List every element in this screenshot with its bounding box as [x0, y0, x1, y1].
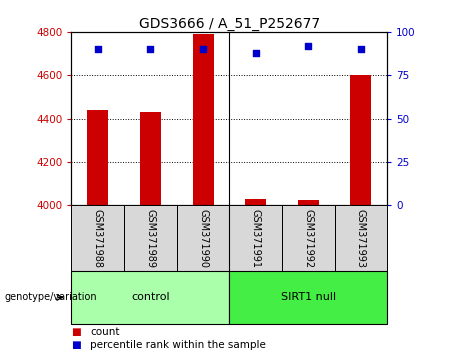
Point	[94, 46, 101, 52]
Bar	[335, 205, 387, 271]
Text: GSM371992: GSM371992	[303, 209, 313, 268]
Text: GSM371989: GSM371989	[145, 209, 155, 268]
Text: GSM371990: GSM371990	[198, 209, 208, 268]
Text: percentile rank within the sample: percentile rank within the sample	[90, 340, 266, 350]
Text: GSM371991: GSM371991	[251, 209, 260, 268]
Bar	[245, 199, 266, 205]
Point	[147, 46, 154, 52]
Bar	[229, 205, 282, 271]
Bar	[229, 271, 387, 324]
Point	[305, 43, 312, 48]
Bar	[350, 75, 372, 205]
Bar	[71, 205, 124, 271]
Point	[357, 46, 365, 52]
Point	[199, 46, 207, 52]
Text: ■: ■	[71, 340, 81, 350]
Bar	[140, 112, 161, 205]
Text: SIRT1 null: SIRT1 null	[281, 292, 336, 302]
Point	[252, 50, 260, 56]
Bar	[71, 271, 229, 324]
Text: count: count	[90, 327, 119, 337]
Bar	[298, 200, 319, 205]
Text: genotype/variation: genotype/variation	[5, 292, 97, 302]
Title: GDS3666 / A_51_P252677: GDS3666 / A_51_P252677	[139, 17, 320, 31]
Bar	[177, 205, 229, 271]
Bar	[282, 205, 335, 271]
Text: GSM371993: GSM371993	[356, 209, 366, 268]
Text: GSM371988: GSM371988	[93, 209, 103, 268]
Text: control: control	[131, 292, 170, 302]
Bar	[87, 110, 108, 205]
Bar	[124, 205, 177, 271]
Bar	[193, 34, 213, 205]
Text: ■: ■	[71, 327, 81, 337]
